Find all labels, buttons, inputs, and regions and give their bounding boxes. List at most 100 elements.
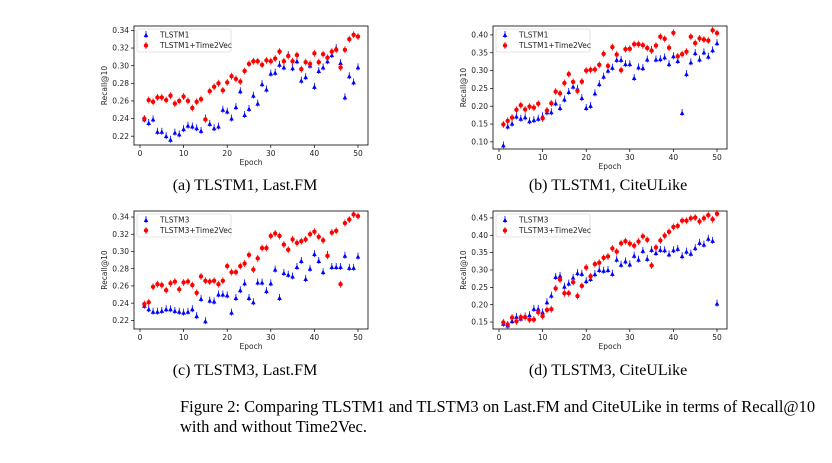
data-point-triangle: [143, 32, 149, 37]
data-point-triangle: [181, 126, 186, 132]
x-tick-label: 50: [353, 333, 363, 342]
y-tick-label: 0.34: [112, 213, 129, 222]
legend-box: [495, 213, 591, 238]
data-point-circle: [666, 45, 672, 50]
y-axis-label: Recall@10: [100, 250, 109, 290]
series-time2vec: [142, 210, 361, 308]
data-point-triangle: [666, 251, 672, 257]
data-point-triangle: [338, 60, 343, 66]
data-point-triangle: [190, 124, 195, 129]
data-point-triangle: [618, 262, 624, 267]
data-point-circle: [649, 48, 654, 53]
data-point-circle: [334, 47, 339, 52]
data-point-triangle: [211, 299, 217, 304]
data-point-circle: [168, 93, 173, 98]
data-point-triangle: [614, 57, 620, 62]
axes-frame: [133, 25, 369, 146]
data-point-triangle: [342, 95, 348, 100]
x-tick-label: 40: [310, 333, 320, 342]
data-point-circle: [614, 249, 619, 254]
data-point-circle: [509, 315, 515, 320]
data-point-circle: [299, 66, 304, 72]
data-point-triangle: [185, 123, 191, 128]
data-point-triangle: [229, 310, 234, 315]
data-point-triangle: [605, 68, 611, 73]
data-point-triangle: [557, 273, 563, 278]
y-tick-label: 0.28: [112, 264, 129, 273]
figure-caption-line-1: Figure 2: Comparing TLSTM1 and TLSTM3 on…: [180, 397, 816, 416]
legend-label: TLSTM1+Time2Vec: [518, 41, 591, 50]
data-point-triangle: [237, 88, 243, 94]
data-point-circle: [142, 301, 147, 307]
data-point-triangle: [535, 306, 541, 311]
data-point-triangle: [579, 271, 585, 276]
data-point-circle: [329, 49, 335, 54]
data-point-triangle: [255, 101, 261, 106]
data-point-triangle: [509, 121, 515, 126]
data-point-circle: [194, 290, 199, 296]
x-tick-label: 40: [669, 153, 679, 162]
data-point-circle: [540, 116, 545, 121]
data-point-triangle: [224, 293, 230, 298]
data-point-triangle: [176, 132, 182, 137]
legend-label: TLSTM3: [159, 216, 190, 225]
data-point-circle: [290, 237, 295, 242]
data-point-triangle: [246, 106, 252, 111]
x-tick-label: 50: [353, 149, 363, 158]
data-point-triangle: [662, 54, 667, 60]
data-point-circle: [601, 255, 606, 261]
data-point-triangle: [342, 253, 348, 258]
data-point-triangle: [592, 271, 598, 277]
data-point-circle: [190, 282, 195, 288]
data-point-circle: [259, 245, 265, 251]
legend-box: [495, 28, 591, 53]
data-point-triangle: [207, 298, 213, 303]
x-tick-label: 0: [138, 333, 143, 342]
data-point-circle: [325, 253, 330, 258]
data-point-circle: [531, 105, 537, 110]
x-tick-label: 20: [222, 149, 232, 158]
y-tick-label: 0.34: [112, 26, 129, 35]
data-point-circle: [277, 233, 282, 239]
data-point-circle: [351, 212, 356, 217]
series-baseline: [142, 250, 361, 325]
data-point-circle: [623, 46, 628, 52]
x-axis-label: Epoch: [240, 158, 263, 167]
data-point-circle: [592, 261, 598, 267]
data-point-circle: [220, 278, 226, 283]
data-point-triangle: [233, 295, 239, 300]
data-point-triangle: [549, 293, 554, 298]
data-point-circle: [268, 59, 273, 64]
x-tick-label: 30: [266, 333, 276, 342]
data-point-triangle: [303, 74, 308, 80]
y-tick-label: 0.24: [112, 114, 129, 123]
data-point-circle: [505, 322, 510, 327]
data-point-triangle: [294, 264, 300, 269]
data-point-triangle: [355, 65, 361, 70]
data-point-triangle: [697, 57, 702, 62]
data-point-circle: [168, 281, 173, 286]
axes-frame: [133, 210, 369, 330]
data-point-circle: [645, 45, 650, 51]
data-point-circle: [177, 287, 182, 292]
data-point-circle: [163, 97, 169, 103]
data-point-triangle: [610, 65, 615, 70]
data-point-circle: [290, 59, 295, 64]
data-point-triangle: [355, 254, 361, 259]
x-tick-label: 10: [179, 149, 189, 158]
data-point-triangle: [307, 266, 313, 271]
data-point-circle: [307, 232, 313, 237]
data-point-triangle: [203, 318, 208, 324]
data-point-circle: [575, 88, 580, 94]
data-point-circle: [163, 288, 169, 293]
data-point-triangle: [562, 284, 567, 289]
data-point-triangle: [535, 116, 541, 121]
data-point-circle: [509, 115, 515, 120]
legend-label: TLSTM3+Time2Vec: [159, 226, 232, 235]
data-point-circle: [553, 89, 558, 94]
data-point-triangle: [207, 121, 213, 126]
data-point-circle: [549, 307, 554, 312]
data-point-circle: [653, 43, 659, 48]
data-point-triangle: [562, 97, 567, 102]
